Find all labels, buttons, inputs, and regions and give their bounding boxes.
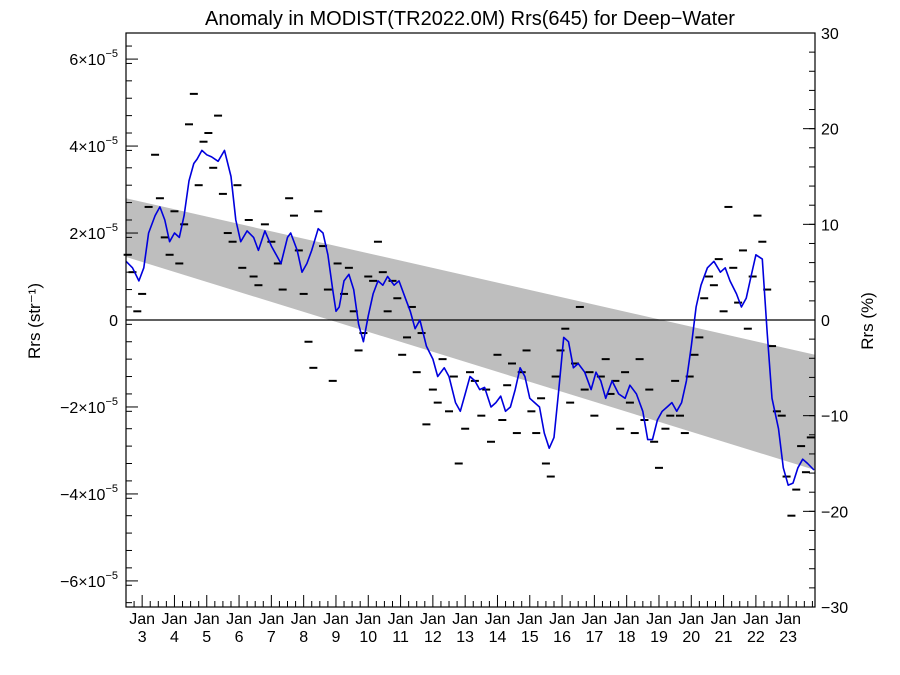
x-tick-label-year: 6	[235, 629, 244, 646]
x-tick-label-year: 13	[456, 629, 474, 646]
x-tick-label-month: Jan	[485, 611, 511, 628]
y-tick-label-right: 20	[821, 122, 839, 139]
y-tick-label-left: 4×10−5	[69, 135, 118, 156]
x-tick-label-year: 5	[202, 629, 211, 646]
x-tick-label-month: Jan	[711, 611, 737, 628]
y-tick-label-left: −4×10−5	[60, 483, 118, 504]
x-tick-label-month: Jan	[743, 611, 769, 628]
x-tick-label-year: 10	[359, 629, 377, 646]
x-tick-label-month: Jan	[517, 611, 543, 628]
x-tick-label-month: Jan	[258, 611, 284, 628]
x-tick-label-month: Jan	[614, 611, 640, 628]
y-tick-label-left: 0	[109, 313, 118, 330]
x-tick-label-month: Jan	[420, 611, 446, 628]
x-tick-label-month: Jan	[678, 611, 704, 628]
y-tick-label-right: −20	[821, 504, 848, 521]
chart-title: Anomaly in MODIST(TR2022.0M) Rrs(645) fo…	[205, 8, 735, 30]
x-tick-label-month: Jan	[323, 611, 349, 628]
x-tick-label-month: Jan	[194, 611, 220, 628]
x-tick-label-month: Jan	[581, 611, 607, 628]
y-tick-label-left: 2×10−5	[69, 222, 118, 243]
y-axis-label-right: Rrs (%)	[858, 292, 877, 350]
x-tick-label-month: Jan	[549, 611, 575, 628]
trend-band	[126, 198, 815, 471]
x-tick-label-year: 23	[779, 629, 797, 646]
x-tick-label-month: Jan	[388, 611, 414, 628]
x-tick-label-month: Jan	[452, 611, 478, 628]
x-tick-label-month: Jan	[129, 611, 155, 628]
y-tick-label-right: 10	[821, 217, 839, 234]
x-tick-label-year: 11	[392, 629, 409, 646]
x-tick-label-month: Jan	[226, 611, 252, 628]
x-tick-label-year: 8	[299, 629, 308, 646]
x-tick-label-year: 22	[747, 629, 765, 646]
y-axis-label-left: Rrs (str⁻¹)	[25, 283, 44, 359]
x-tick-label-year: 3	[138, 629, 147, 646]
x-tick-label-month: Jan	[355, 611, 381, 628]
y-tick-label-right: −30	[821, 600, 848, 617]
x-tick-label-year: 21	[715, 629, 733, 646]
x-tick-label-year: 17	[585, 629, 603, 646]
y-tick-label-left: 6×10−5	[69, 48, 118, 69]
x-tick-label-year: 14	[489, 629, 507, 646]
series-line	[125, 149, 815, 486]
y-tick-label-right: −10	[821, 409, 848, 426]
x-tick-label-month: Jan	[162, 611, 188, 628]
x-tick-label-year: 15	[521, 629, 539, 646]
y-tick-label-left: −2×10−5	[60, 396, 118, 417]
x-tick-label-year: 12	[424, 629, 442, 646]
x-tick-label-year: 4	[170, 629, 179, 646]
x-tick-label-month: Jan	[291, 611, 317, 628]
x-tick-label-month: Jan	[646, 611, 672, 628]
x-tick-label-year: 19	[650, 629, 668, 646]
x-tick-label-year: 9	[332, 629, 341, 646]
x-tick-label-year: 7	[267, 629, 276, 646]
x-tick-label-year: 20	[682, 629, 700, 646]
x-tick-label-year: 18	[618, 629, 636, 646]
x-tick-label-year: 16	[553, 629, 571, 646]
y-tick-label-right: 30	[821, 26, 839, 43]
y-tick-label-left: −6×10−5	[60, 570, 118, 591]
x-tick-label-month: Jan	[775, 611, 801, 628]
y-tick-label-right: 0	[821, 313, 830, 330]
